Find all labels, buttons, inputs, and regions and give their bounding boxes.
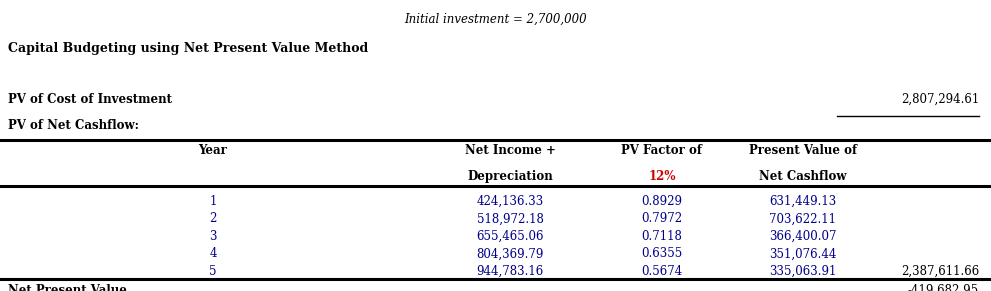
Text: PV of Net Cashflow:: PV of Net Cashflow: bbox=[8, 119, 139, 132]
Point bbox=[831, 115, 843, 118]
Text: 2: 2 bbox=[209, 212, 217, 226]
Text: PV Factor of: PV Factor of bbox=[621, 144, 703, 157]
Text: Initial investment = 2,700,000: Initial investment = 2,700,000 bbox=[404, 13, 587, 26]
Text: 0.5674: 0.5674 bbox=[641, 265, 683, 278]
Text: 335,063.91: 335,063.91 bbox=[769, 265, 836, 278]
Point bbox=[973, 115, 985, 118]
Text: 944,783.16: 944,783.16 bbox=[477, 265, 544, 278]
Text: 703,622.11: 703,622.11 bbox=[769, 212, 836, 226]
Text: Depreciation: Depreciation bbox=[468, 170, 553, 183]
Text: Year: Year bbox=[198, 144, 228, 157]
Text: 2,387,611.66: 2,387,611.66 bbox=[901, 265, 979, 278]
Text: 0.7118: 0.7118 bbox=[641, 230, 683, 243]
Text: Net Cashflow: Net Cashflow bbox=[759, 170, 846, 183]
Text: -419,682.95: -419,682.95 bbox=[908, 284, 979, 291]
Text: 2,807,294.61: 2,807,294.61 bbox=[901, 93, 979, 106]
Text: 518,972.18: 518,972.18 bbox=[477, 212, 544, 226]
Text: 424,136.33: 424,136.33 bbox=[477, 195, 544, 208]
Text: 351,076.44: 351,076.44 bbox=[769, 247, 836, 260]
Text: 5: 5 bbox=[209, 265, 217, 278]
Text: 366,400.07: 366,400.07 bbox=[769, 230, 836, 243]
Text: Net Present Value: Net Present Value bbox=[8, 284, 127, 291]
Text: 631,449.13: 631,449.13 bbox=[769, 195, 836, 208]
Text: Capital Budgeting using Net Present Value Method: Capital Budgeting using Net Present Valu… bbox=[8, 42, 369, 55]
Text: 0.7972: 0.7972 bbox=[641, 212, 683, 226]
Text: 0.8929: 0.8929 bbox=[641, 195, 683, 208]
Text: PV of Cost of Investment: PV of Cost of Investment bbox=[8, 93, 171, 106]
Text: 3: 3 bbox=[209, 230, 217, 243]
Text: 4: 4 bbox=[209, 247, 217, 260]
Text: 12%: 12% bbox=[648, 170, 676, 183]
Text: 804,369.79: 804,369.79 bbox=[477, 247, 544, 260]
Text: Present Value of: Present Value of bbox=[748, 144, 857, 157]
Text: 0.6355: 0.6355 bbox=[641, 247, 683, 260]
Text: 655,465.06: 655,465.06 bbox=[477, 230, 544, 243]
Text: 1: 1 bbox=[209, 195, 217, 208]
Text: Net Income +: Net Income + bbox=[465, 144, 556, 157]
